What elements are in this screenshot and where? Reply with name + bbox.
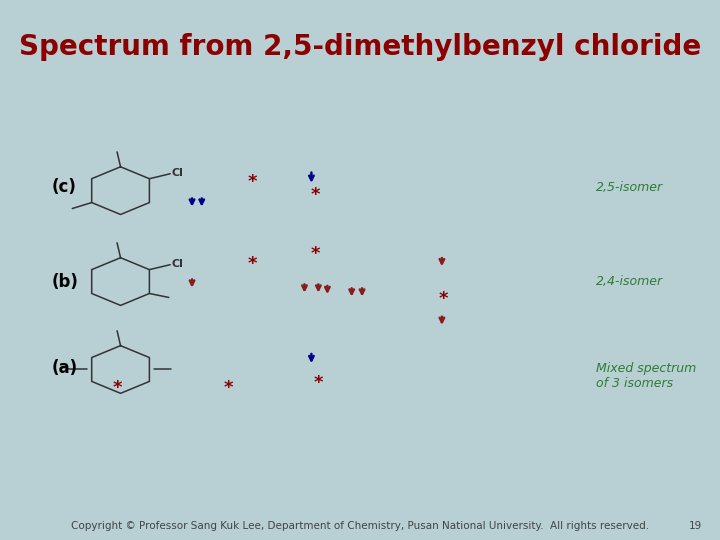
Text: Copyright © Professor Sang Kuk Lee, Department of Chemistry, Pusan National Univ: Copyright © Professor Sang Kuk Lee, Depa… (71, 521, 649, 531)
Text: *: * (310, 186, 320, 204)
Text: *: * (438, 290, 448, 308)
Text: *: * (248, 173, 257, 191)
Text: Mixed spectrum
of 3 isomers: Mixed spectrum of 3 isomers (596, 362, 696, 390)
Text: Cl: Cl (171, 259, 184, 269)
Text: 2,5-isomer: 2,5-isomer (596, 181, 663, 194)
Text: (a): (a) (51, 360, 77, 377)
Text: (b): (b) (51, 273, 78, 291)
Text: Spectrum from 2,5-dimethylbenzyl chloride: Spectrum from 2,5-dimethylbenzyl chlorid… (19, 33, 701, 61)
Text: *: * (223, 380, 233, 397)
Text: Cl: Cl (171, 168, 184, 178)
Text: *: * (310, 245, 320, 263)
Text: *: * (248, 255, 257, 273)
Text: *: * (112, 380, 122, 397)
Text: *: * (314, 374, 323, 393)
Text: 19: 19 (689, 521, 702, 531)
Text: 2,4-isomer: 2,4-isomer (596, 275, 663, 288)
Text: (c): (c) (51, 178, 76, 196)
